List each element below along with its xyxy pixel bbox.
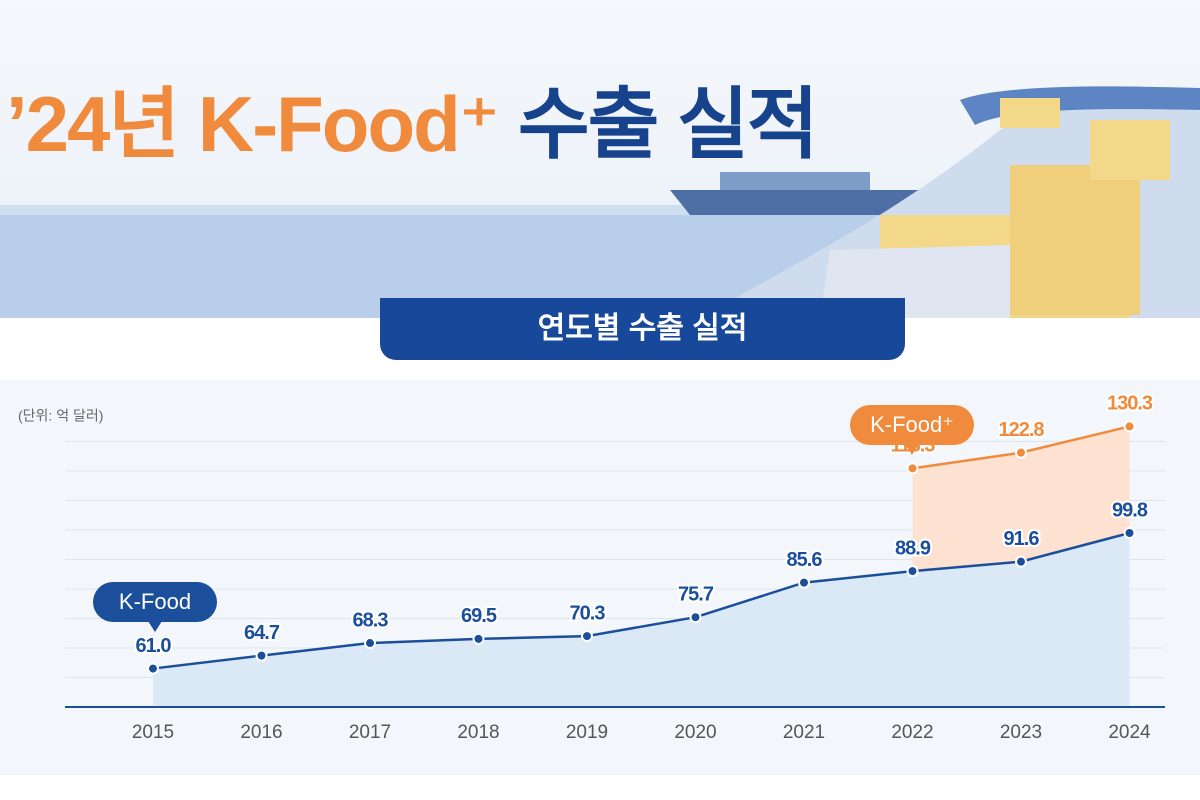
point [581,630,593,643]
x-tick-label: 2021 [783,722,825,743]
unit-label: (단위: 억 달러) [18,408,103,424]
x-tick-label: 2023 [1000,722,1042,743]
legend-bubble [93,582,217,622]
title: ’24년 K-Food⁺ 수출 실적 [6,62,819,174]
hero: ’24년 K-Food⁺ 수출 실적 [0,0,1200,318]
area [153,532,1130,707]
x-tick-label: 2020 [674,722,716,743]
point [1015,555,1027,568]
value-label: 130.3 [1107,393,1153,415]
x-tick-label: 2017 [349,722,391,743]
legend-pointer [148,621,162,632]
x-tick-label: 2015 [132,722,174,743]
legend-label: K-Food [119,589,191,614]
x-tick-label: 2022 [891,722,933,743]
point [1123,420,1136,433]
value-label: 91.6 [1004,528,1040,550]
point [364,637,376,650]
truck-far-2 [1000,98,1060,128]
value-label: 70.3 [570,602,606,624]
truck-container-2 [1010,165,1140,315]
value-label: 68.3 [353,609,389,631]
point [255,649,268,662]
containers [720,172,870,190]
legend-label: K-Food⁺ [870,412,954,437]
value-label: 85.6 [787,549,823,571]
value-label: 88.9 [895,537,931,559]
point [1015,446,1027,459]
point [689,611,702,624]
title-part: 수출 실적 [517,80,819,168]
ship [670,190,930,215]
legend-pointer [905,444,919,455]
title-part: ’24년 K-Food⁺ [6,80,500,168]
x-tick-label: 2016 [240,722,282,743]
subtitle-banner: 연도별 수출 실적 [380,298,905,360]
value-label: 61.0 [136,635,172,657]
point [1123,526,1136,539]
value-label: 64.7 [244,622,280,644]
x-tick-label: 2018 [457,722,499,743]
value-label: 75.7 [678,583,714,605]
truck-far [1090,120,1170,180]
point [906,565,919,578]
bridge [960,86,1200,125]
value-label: 99.8 [1112,499,1148,521]
line [152,531,1130,670]
point [472,632,485,645]
point [147,662,159,675]
x-tick-label: 2024 [1108,722,1151,743]
value-label: 69.5 [461,605,497,627]
point [798,576,810,589]
legend-bubble [850,405,974,445]
legend-item: K-Food⁺ [850,405,974,455]
x-tick-label: 2019 [566,722,608,743]
hero-illustration [0,86,1200,318]
sea-line [0,205,1200,215]
value-label: 122.8 [998,419,1044,441]
legend-item: K-Food [93,582,217,632]
point [906,462,919,475]
